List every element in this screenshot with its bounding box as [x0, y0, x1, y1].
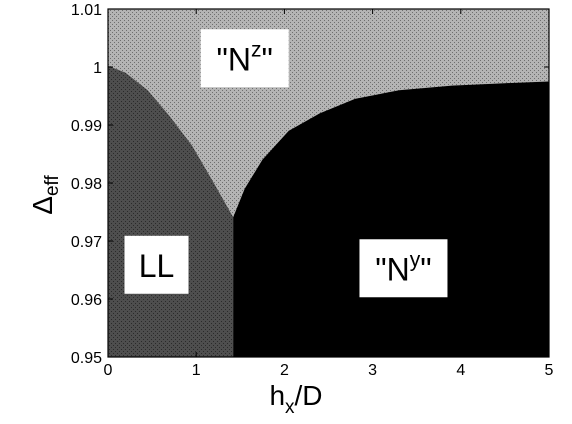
y-tick-label: 0.98: [71, 176, 102, 193]
region-ny: [233, 81, 549, 357]
svg-text:LL: LL: [139, 248, 175, 284]
x-axis-title: hx/D: [269, 380, 322, 418]
x-tick-label: 0: [104, 362, 113, 379]
y-tick-label: 0.96: [71, 292, 102, 309]
y-tick-label: 1.01: [71, 2, 102, 19]
x-tick-label: 3: [368, 362, 377, 379]
region-label-nz: "Nz": [200, 29, 289, 88]
region-label-ny: "Ny": [359, 239, 448, 298]
y-tick-label: 0.95: [71, 350, 102, 367]
y-tick-label: 0.99: [71, 118, 102, 135]
region-label-ll: LL: [124, 235, 189, 294]
x-tick-label: 1: [192, 362, 201, 379]
y-tick-label: 0.97: [71, 234, 102, 251]
y-tick-label: 1: [93, 60, 102, 77]
svg-text:"Ny": "Ny": [375, 248, 431, 287]
x-tick-label: 5: [545, 362, 554, 379]
x-tick-label: 2: [280, 362, 289, 379]
svg-text:"Nz": "Nz": [217, 38, 273, 77]
y-axis-title: Δeff: [27, 175, 63, 215]
x-tick-label: 4: [456, 362, 465, 379]
